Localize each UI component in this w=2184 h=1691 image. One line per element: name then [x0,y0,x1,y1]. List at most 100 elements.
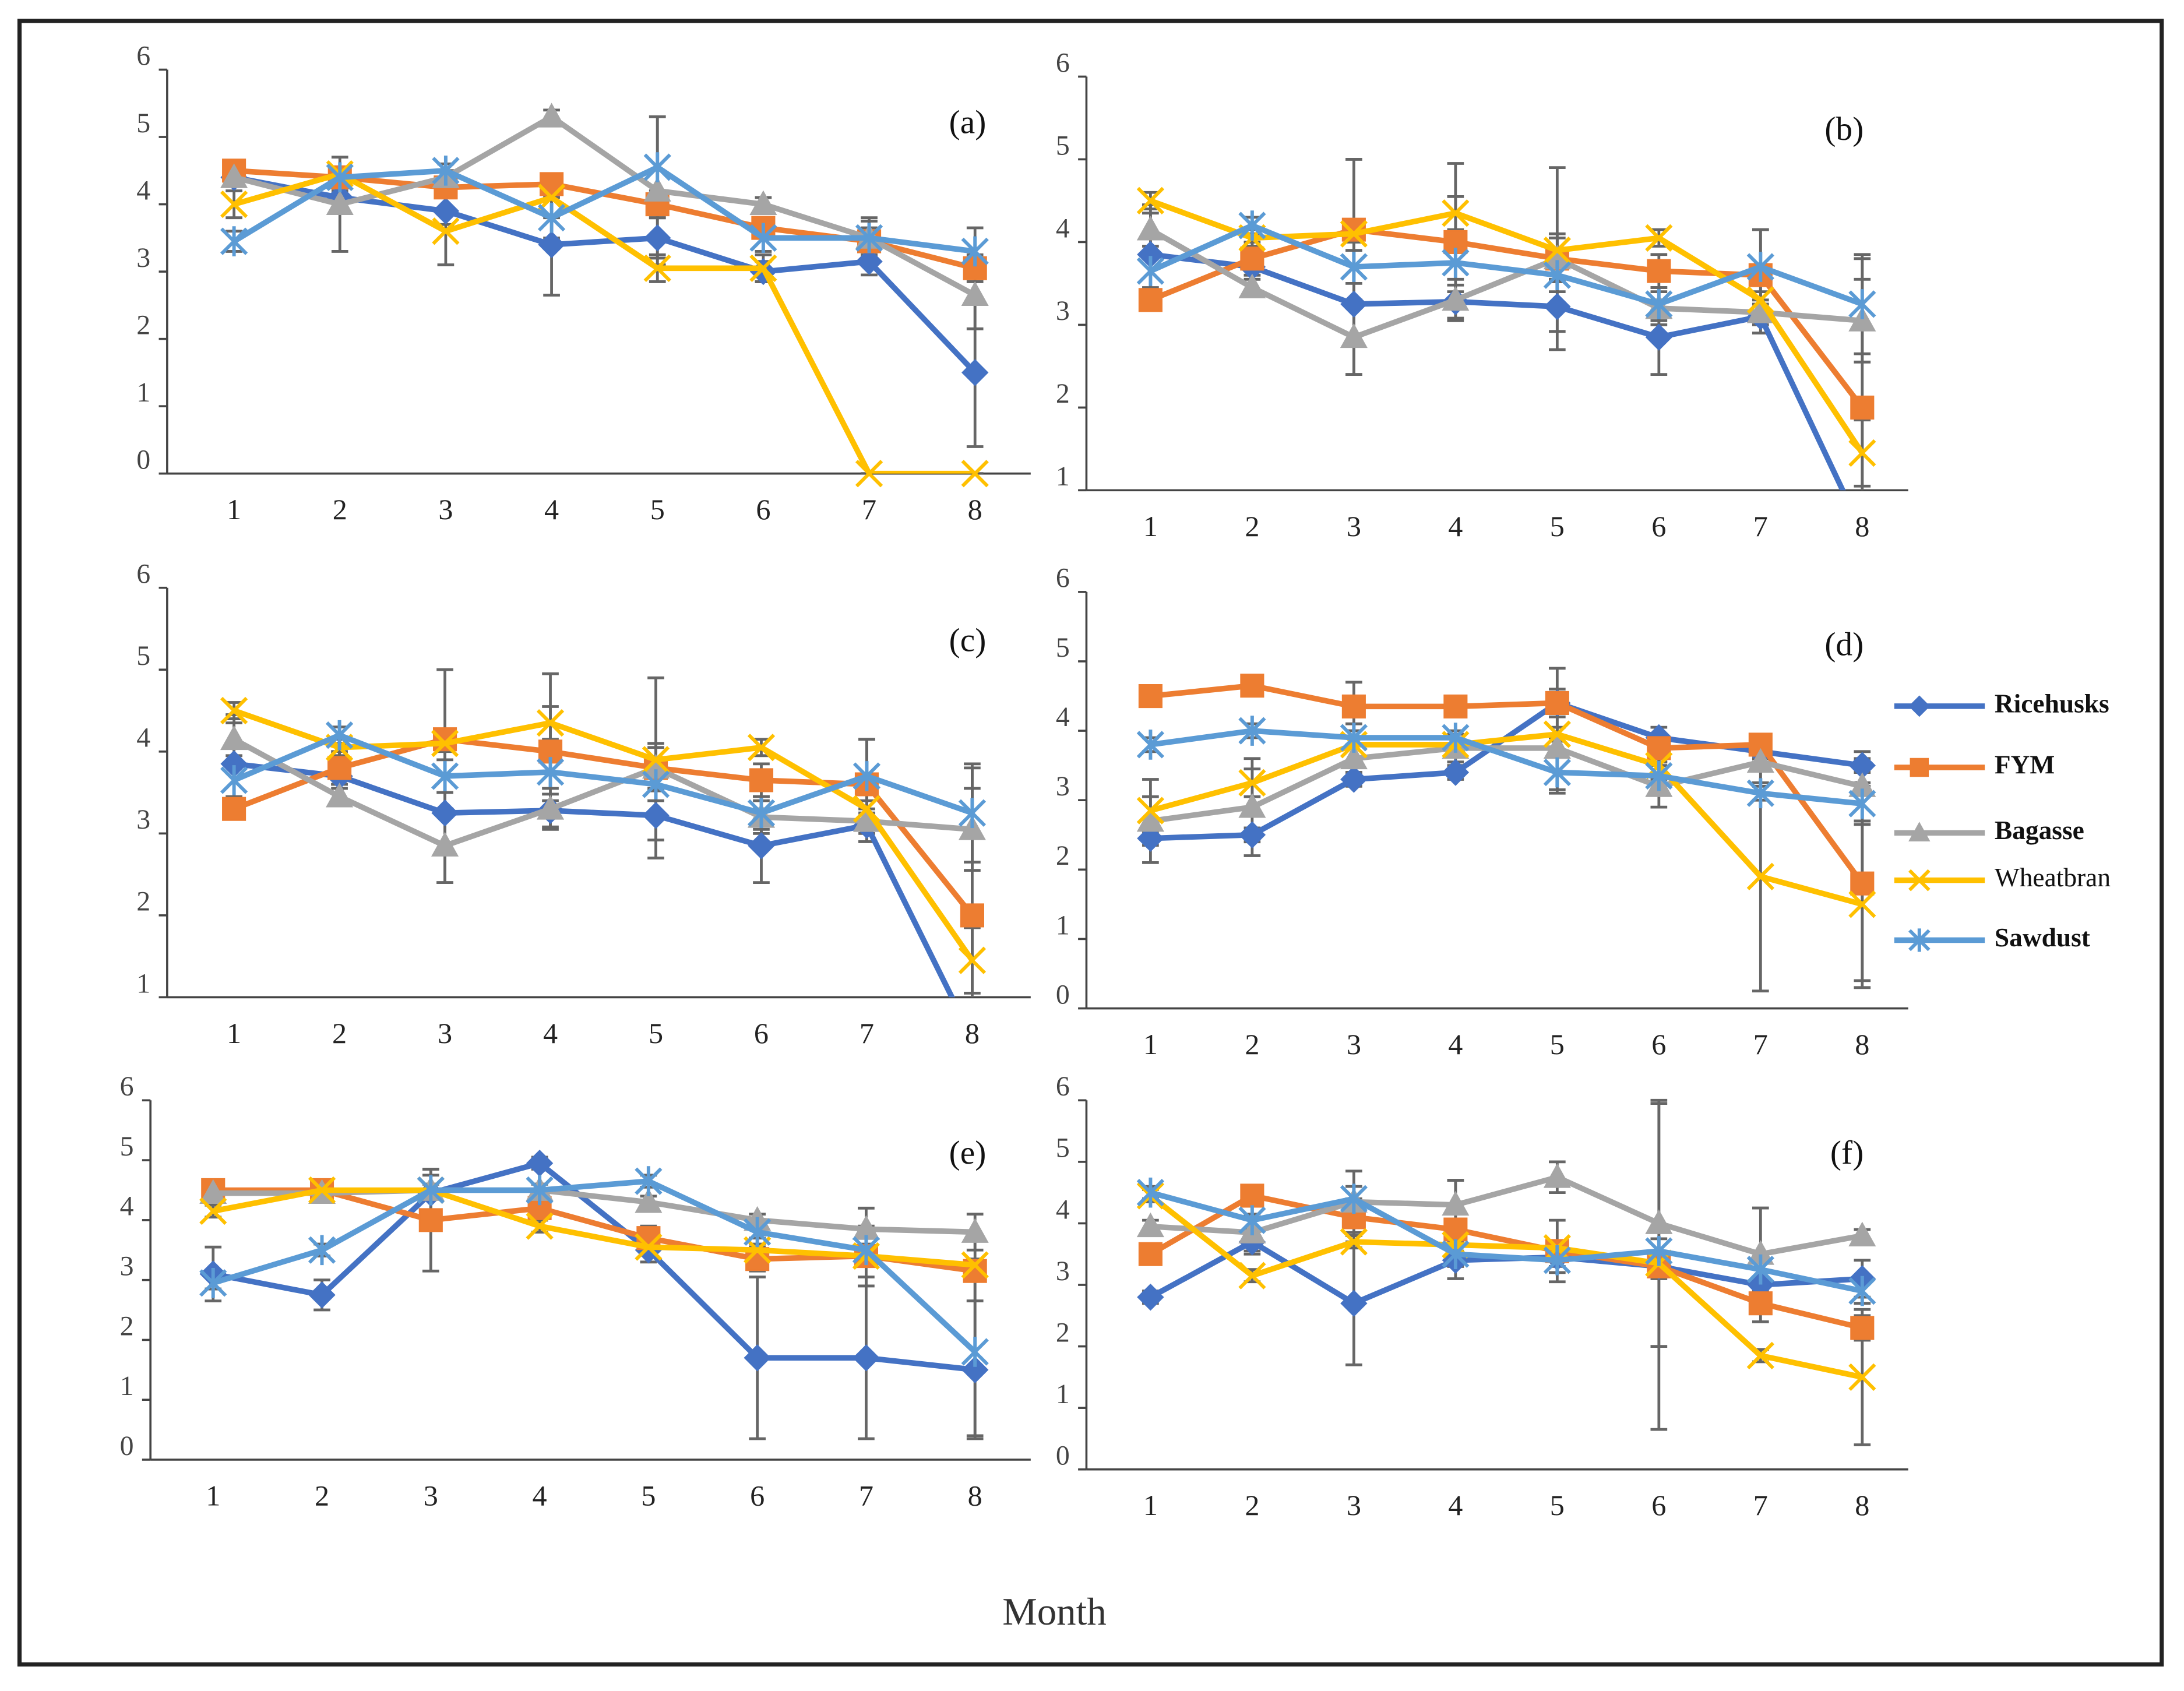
y-tick-label: 2 [120,1310,134,1341]
x-tick-label: 7 [1753,510,1768,542]
data-point [749,223,777,253]
y-tick-label: 5 [1056,632,1070,663]
data-point [644,224,671,252]
data-point [1136,256,1165,286]
data-point [961,460,989,488]
x-tick-label: 8 [1855,1489,1869,1521]
data-point [432,155,460,186]
y-tick-label: 2 [136,309,150,340]
series-line [233,171,975,474]
x-tick-label: 7 [859,1479,873,1512]
series-line [212,1178,977,1354]
data-point [1746,252,1774,282]
y-tick-label: 2 [1056,840,1070,871]
data-point [536,795,565,820]
x-tick-label: 1 [227,1017,241,1049]
panel-title: (a) [949,104,987,140]
legend-label: Wheatbran [1995,863,2111,892]
data-point [1238,821,1266,848]
data-point [1340,290,1368,318]
data-point [744,1344,771,1372]
legend-marker [1908,869,1931,892]
y-tick-label: 4 [1056,1194,1070,1225]
x-tick-label: 5 [1550,510,1565,542]
data-point [1136,1177,1165,1208]
data-point [308,1281,336,1309]
data-point [643,254,671,282]
data-point [199,1179,227,1204]
data-point [643,177,671,202]
y-tick-label: 1 [1056,910,1070,940]
y-tick-label: 0 [120,1431,134,1461]
series-line [234,761,955,998]
y-tick-label: 6 [136,559,150,590]
series-line [212,1160,975,1373]
data-point [1138,684,1163,709]
series-line [1150,251,1846,491]
data-point [961,1356,989,1384]
panel-title: (d) [1824,626,1864,663]
series-line [1150,731,1864,907]
data-point [1748,1291,1773,1316]
data-point [1238,793,1266,818]
data-point [1340,323,1368,348]
data-point [1340,220,1368,248]
data-point [1340,1290,1368,1317]
series-line [233,737,973,849]
x-tick-label: 3 [1347,1489,1361,1521]
data-point [1545,691,1569,716]
data-point [220,725,248,751]
y-tick-label: 6 [1056,563,1070,594]
data-point [537,184,566,212]
data-point [431,799,459,827]
data-point [852,1235,880,1266]
y-tick-label: 4 [120,1191,134,1222]
data-point [642,746,670,774]
data-point [1850,395,1875,420]
data-point [1340,1228,1368,1256]
y-tick-label: 5 [136,640,150,671]
x-tick-label: 8 [965,1017,980,1049]
y-tick-label: 6 [136,40,150,71]
data-point [1136,797,1165,825]
legend-label: Bagasse [1995,816,2084,845]
x-tick-label: 8 [1855,1028,1869,1061]
data-point [1645,289,1673,319]
data-point [326,783,354,808]
x-tick-label: 4 [533,1479,547,1512]
data-point [1238,210,1266,241]
data-point [1240,1183,1264,1208]
panel: 1 2 3 4 5 6 1 2 3 4 5 6 7 8 (b) [1056,47,1908,542]
data-point [1850,1316,1875,1340]
data-point [744,1217,772,1248]
x-tick-label: 4 [544,493,559,526]
x-tick-label: 7 [1753,1028,1768,1061]
x-tick-label: 8 [1855,510,1869,542]
panel-title: (b) [1824,111,1864,147]
data-point [1138,1242,1163,1266]
x-tick-label: 2 [1245,1028,1259,1061]
y-tick-label: 2 [1056,378,1070,409]
data-point [1848,289,1876,319]
data-point [855,460,883,488]
data-point [1848,1363,1876,1391]
legend-label: FYM [1995,750,2055,779]
data-point [642,769,670,799]
data-point [325,720,354,751]
x-tick-label: 7 [859,1017,874,1049]
series-line [212,1187,975,1268]
data-point [1442,286,1470,311]
y-tick-label: 4 [1056,702,1070,732]
data-point [960,903,984,928]
data-point [1746,748,1774,773]
legend-marker [1908,928,1931,952]
series-line [233,707,975,962]
x-tick-label: 6 [750,1479,765,1512]
data-point [1645,1209,1673,1234]
data-point [1238,1205,1266,1235]
data-point [853,795,881,823]
x-tick-label: 2 [333,493,347,526]
data-point [1137,1283,1164,1311]
data-point [1848,439,1876,467]
